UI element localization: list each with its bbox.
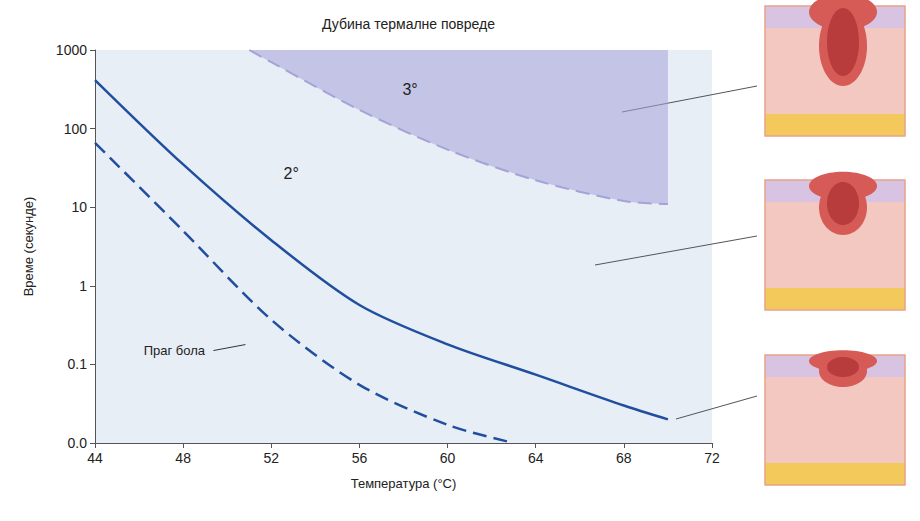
svg-text:60: 60 bbox=[440, 450, 456, 466]
svg-text:Дубина термалне повреде: Дубина термалне повреде bbox=[322, 16, 495, 32]
svg-text:52: 52 bbox=[263, 450, 279, 466]
svg-text:Температура (°C): Температура (°C) bbox=[351, 476, 457, 491]
svg-text:0.1: 0.1 bbox=[68, 356, 88, 372]
svg-text:1000: 1000 bbox=[56, 42, 87, 58]
svg-text:68: 68 bbox=[616, 450, 632, 466]
svg-text:44: 44 bbox=[87, 450, 103, 466]
svg-text:Праг бола: Праг бола bbox=[144, 343, 206, 358]
svg-text:1: 1 bbox=[79, 278, 87, 294]
svg-text:56: 56 bbox=[352, 450, 368, 466]
svg-text:10: 10 bbox=[71, 199, 87, 215]
svg-text:2°: 2° bbox=[283, 165, 298, 182]
svg-text:48: 48 bbox=[175, 450, 191, 466]
svg-text:Време (секунде): Време (секунде) bbox=[21, 197, 36, 297]
svg-text:72: 72 bbox=[704, 450, 720, 466]
svg-text:3°: 3° bbox=[402, 81, 417, 98]
svg-text:100: 100 bbox=[64, 121, 88, 137]
svg-text:64: 64 bbox=[528, 450, 544, 466]
svg-text:0.0: 0.0 bbox=[68, 435, 88, 451]
